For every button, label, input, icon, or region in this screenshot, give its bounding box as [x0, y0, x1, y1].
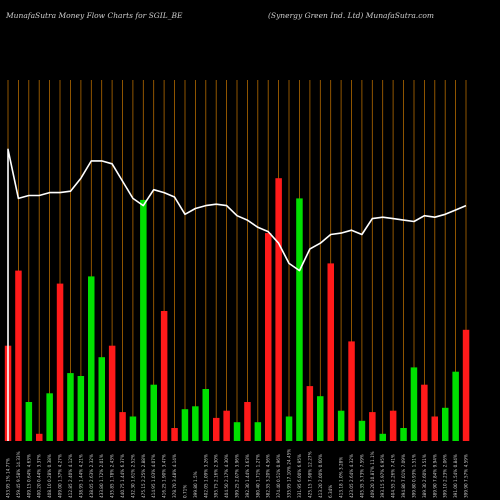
money-flow-bar: [379, 433, 386, 441]
money-flow-bar: [88, 276, 95, 441]
money-flow-bar: [348, 341, 355, 441]
money-flow-bar: [265, 233, 272, 441]
money-flow-bar: [160, 311, 168, 441]
chart-title: MunafaSutra Money Flow Charts for SGIL_B…: [6, 11, 183, 20]
money-flow-bar: [233, 422, 241, 441]
x-tick-label: 432.30 1.61% 2.52%: [130, 454, 135, 498]
money-flow-bar: [296, 198, 303, 441]
money-flow-bar: [129, 416, 137, 441]
x-tick-label: 408.10 0.28% 0.38%: [47, 454, 52, 498]
money-flow-bar: [213, 417, 220, 441]
x-tick-label: 453.95 1% 14.77%: [6, 458, 11, 498]
money-flow-bar: [285, 416, 293, 441]
money-flow-bar: [119, 412, 126, 441]
money-flow-bar: [108, 345, 116, 441]
x-tick-label: 389.90 7.84% 9.94%: [432, 454, 437, 498]
x-tick-label: 404.50 2.17% 4.30%: [224, 454, 229, 498]
x-tick-label: 435.85 1.78% 2.43%: [110, 454, 115, 498]
money-flow-bar: [140, 199, 147, 441]
money-flow-bar: [317, 396, 324, 441]
money-flow-bar: [410, 367, 418, 441]
x-tick-label: 402.05 1.09% 3.26%: [203, 454, 208, 498]
price-line-group: [7, 148, 467, 441]
money-flow-bar: [400, 428, 407, 441]
x-tick-label: 331.95 6.00% 6.95%: [297, 454, 302, 498]
x-tick-label: 393.15 5.97% 6.95%: [380, 454, 385, 498]
grid-lines: [7, 80, 467, 441]
x-tick-label: 412.85 2.40% 4.12%: [68, 454, 73, 498]
price-line: [7, 148, 467, 441]
money-flow-bar: [275, 178, 282, 441]
money-flow-bar: [369, 412, 376, 441]
money-flow-bar: [77, 376, 85, 441]
x-tick-label: 399.80 1.5%: [193, 471, 198, 498]
money-flow-bar: [36, 433, 43, 441]
money-flow-bar: [181, 409, 189, 441]
x-tick-label: 400.20 0.44% 3.37%: [37, 454, 42, 498]
x-tick-label: 416.25 1.90% 3.47%: [162, 454, 167, 498]
money-flow-bar: [244, 402, 251, 441]
x-tick-label: 380.40 1.71% 1.27%: [255, 454, 260, 498]
money-flow-bar: [150, 384, 157, 441]
x-tick-label: 404.55 2.26% 7.41%: [391, 454, 396, 498]
x-tick-labels: 453.95 1% 14.77% 459.45 9.58% 14.33% 409.1…: [6, 449, 469, 498]
money-flow-bar: [337, 410, 345, 441]
money-flow-bar: [442, 407, 449, 441]
x-tick-label: 391.00 1.54% 0.84%: [453, 454, 458, 498]
x-tick-label: 399.10 2.23% 2.06%: [443, 454, 448, 498]
x-tick-label: 382.35 3.20% 4.56%: [266, 454, 271, 498]
chart-subtitle: (Synergy Green Ind. Ltd) MunafaSutra.com: [268, 11, 435, 20]
x-tick-label: 6.34%: [328, 485, 333, 498]
money-flow-bar: [202, 389, 209, 441]
money-flow-bar: [223, 410, 230, 441]
x-tick-label: 395.75 2.16% 2.30%: [214, 454, 219, 498]
money-flow-bar: [98, 357, 105, 441]
money-flow-bar: [421, 384, 428, 441]
x-tick-label: 394.80 7.01% 7.09%: [401, 454, 406, 498]
x-tick-label: 399.80 0.93% 1.51%: [412, 454, 417, 498]
x-tick-label: 409.15 0.64% 4.63%: [26, 454, 31, 498]
money-flow-bar: [431, 416, 438, 441]
x-tick-label: 378.70 3.48% 4.14%: [172, 454, 177, 498]
x-tick-label: 374.40 0.51% 0.96%: [276, 454, 281, 498]
x-tick-label: 438.05 2.63% 2.32%: [89, 454, 94, 498]
x-tick-label: 389.30 2.60% 3.51%: [422, 454, 427, 498]
x-tick-label: 413.20 2.00% 0.60%: [318, 454, 323, 498]
money-flow-bar: [171, 428, 178, 441]
money-flow-bar: [192, 406, 199, 441]
x-tick-label: 440.75 1.44% 6.37%: [120, 454, 125, 498]
x-tick-label: 414.95 1.03% 4.07%: [151, 454, 156, 498]
money-flow-bar: [15, 270, 22, 441]
x-tick-label: 438.95 1.44% 4.21%: [78, 454, 83, 498]
money-flow-bar: [56, 283, 64, 441]
money-flow-bar: [306, 386, 314, 441]
x-tick-label: 335.95 17.10% 24.45%: [287, 449, 292, 498]
money-flow-bar: [358, 420, 366, 441]
money-flow-bar: [25, 402, 33, 441]
money-flow-bar: [67, 373, 74, 441]
x-tick-label: 459.45 9.58% 14.33%: [16, 451, 21, 498]
x-tick-label: 413.18 1.0% 3.28%: [339, 457, 344, 498]
money-flow-bar: [327, 263, 334, 441]
x-tick-label: 399.25 2.07% 3.96%: [235, 454, 240, 498]
x-tick-label: 392.30 1.44% 3.63%: [245, 454, 250, 498]
x-tick-label: 409.20 10.87% 11.1%: [370, 451, 375, 498]
x-tick-label: 0.71%: [183, 485, 188, 498]
money-flow-bar: [46, 393, 53, 441]
money-flow-bar: [452, 371, 459, 441]
x-tick-label: 409.00 1.37% 4.27%: [58, 454, 63, 498]
money-flow-bar: [462, 329, 470, 441]
x-tick-label: 425.15 7.98% 12.27%: [307, 451, 312, 498]
x-tick-label: 405.35 3.73% 7.59%: [359, 454, 364, 498]
x-tick-label: 433.80 1.72% 2.01%: [99, 454, 104, 498]
x-tick-label: 475.15 2.25% 2.88%: [141, 454, 146, 498]
x-tick-label: 399.90 7.57% 4.59%: [464, 454, 469, 498]
money-flow-bar: [389, 410, 397, 441]
x-tick-label: 423.05 2.64% 4.32%: [349, 454, 354, 498]
money-flow-bar: [254, 422, 262, 441]
